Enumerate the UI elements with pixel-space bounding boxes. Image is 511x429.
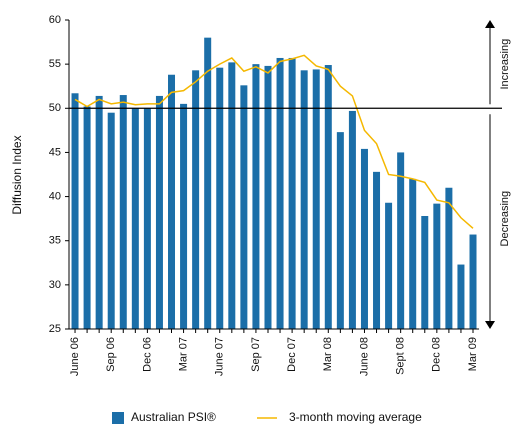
- bar: [288, 57, 296, 329]
- x-tick-label: Mar 08: [322, 337, 334, 371]
- bar: [107, 112, 115, 329]
- bar: [216, 67, 224, 329]
- bar: [180, 103, 188, 329]
- moving-average-line: [74, 54, 474, 229]
- bar: [131, 108, 139, 330]
- bar: [433, 203, 441, 329]
- bar: [409, 178, 417, 329]
- bar: [385, 202, 393, 329]
- bar: [324, 65, 332, 330]
- x-tick-label: Dec 06: [141, 337, 153, 372]
- bar: [276, 57, 284, 329]
- x-tick-label: June 08: [358, 337, 370, 376]
- x-tick-label: Mar 07: [177, 337, 189, 371]
- bar: [119, 95, 127, 330]
- arrowhead-down: [485, 321, 495, 329]
- bar: [421, 215, 429, 329]
- bar: [192, 70, 200, 329]
- bar: [252, 64, 260, 330]
- y-tick-label: 25: [49, 323, 61, 335]
- bar: [155, 95, 163, 329]
- arrowhead-up: [485, 20, 495, 28]
- bar: [360, 148, 368, 329]
- bar: [168, 74, 176, 329]
- bar: [95, 95, 103, 329]
- bar: [300, 70, 308, 329]
- bar: [445, 187, 453, 329]
- x-tick-label: Sep 07: [250, 337, 262, 372]
- x-tick-label: Sept 08: [395, 337, 407, 375]
- y-axis-label: Diffusion Index: [10, 135, 24, 214]
- bar: [240, 85, 248, 330]
- x-tick-label: Dec 08: [431, 337, 443, 372]
- x-tick-label: June 06: [69, 337, 81, 376]
- y-tick-label: 50: [49, 102, 61, 114]
- legend-label: 3-month moving average: [289, 410, 422, 424]
- y-tick-label: 60: [49, 14, 61, 26]
- bar: [204, 37, 212, 330]
- y-tick-label: 35: [49, 235, 61, 247]
- y-tick-label: 55: [49, 58, 61, 70]
- x-tick-label: Sep 06: [105, 337, 117, 372]
- x-tick-label: June 07: [214, 337, 226, 376]
- annotation: Increasing: [499, 39, 511, 90]
- x-tick-label: Mar 09: [467, 337, 479, 371]
- y-tick-label: 30: [49, 279, 61, 291]
- y-tick-label: 40: [49, 190, 61, 202]
- bar: [71, 93, 79, 329]
- legend-swatch: [112, 412, 124, 424]
- legend-label: Australian PSI®: [131, 410, 216, 424]
- annotation: Decreasing: [499, 191, 511, 247]
- bar: [312, 69, 320, 329]
- bar: [228, 62, 236, 330]
- bar: [397, 152, 405, 329]
- bar: [457, 264, 465, 329]
- bar: [469, 234, 477, 329]
- y-tick-label: 45: [49, 146, 61, 158]
- bar: [264, 65, 272, 329]
- bar: [143, 108, 151, 330]
- bar: [373, 171, 381, 329]
- x-tick-label: Dec 07: [286, 337, 298, 372]
- bar: [83, 106, 91, 330]
- bar: [348, 110, 356, 329]
- bar: [336, 132, 344, 329]
